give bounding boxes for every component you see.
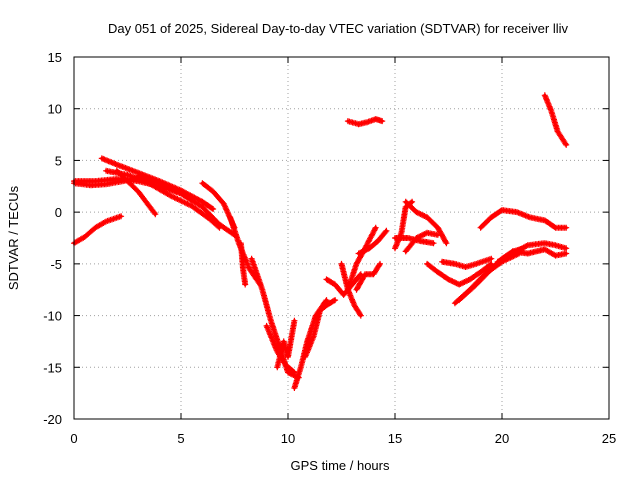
series-markers: [237, 240, 249, 288]
series-markers: [274, 317, 298, 371]
series-markers: [477, 207, 570, 231]
series-arc-5: [103, 167, 223, 231]
series-arc-31: [494, 240, 570, 265]
series-arc-11: [248, 255, 302, 381]
series-markers: [541, 92, 570, 148]
series-arc-26: [424, 260, 495, 288]
series-markers: [113, 167, 159, 218]
series-arc-19: [353, 260, 383, 293]
series-arc-30: [477, 207, 570, 231]
axis-ticks: 0 5 10 15 20 25 15 10 5 0 -5 -10 -15 -20: [43, 50, 616, 446]
y-tick-label: 0: [55, 205, 62, 220]
series-arc-15: [302, 297, 339, 360]
series-markers: [344, 116, 386, 128]
series-markers: [135, 172, 238, 238]
series-arc-32: [509, 246, 570, 259]
y-tick-label: 10: [48, 102, 62, 117]
y-axis-label: SDTVAR / TECUs: [6, 185, 21, 290]
y-tick-label: 5: [55, 153, 62, 168]
series-arc-7: [135, 172, 238, 238]
x-tick-label: 10: [281, 431, 295, 446]
series-markers: [402, 198, 450, 247]
data-series: [71, 92, 570, 391]
series-markers: [424, 260, 495, 288]
series-arc-10: [237, 240, 249, 288]
x-axis-label: GPS time / hours: [291, 458, 390, 473]
x-tick-label: 5: [177, 431, 184, 446]
y-tick-label: -20: [43, 412, 62, 427]
y-tick-label: -10: [43, 309, 62, 324]
series-markers: [248, 255, 302, 381]
y-tick-label: -5: [50, 257, 62, 272]
series-arc-21: [355, 227, 390, 257]
chart-title: Day 051 of 2025, Sidereal Day-to-day VTE…: [108, 21, 568, 36]
series-markers: [71, 213, 125, 247]
series-arc-27: [439, 255, 495, 270]
x-tick-label: 20: [495, 431, 509, 446]
series-markers: [355, 227, 390, 257]
series-markers: [494, 240, 570, 265]
series-arc-20: [344, 116, 386, 128]
series-arc-18: [344, 224, 379, 293]
series-arc-1: [71, 213, 125, 247]
series-markers: [509, 246, 570, 259]
series-markers: [302, 297, 339, 360]
series-arc-24: [402, 198, 450, 247]
y-tick-label: 15: [48, 50, 62, 65]
series-markers: [353, 260, 383, 293]
plot-frame: [73, 56, 610, 420]
series-arc-13: [274, 317, 298, 371]
y-tick-label: -15: [43, 360, 62, 375]
series-markers: [439, 255, 495, 270]
series-markers: [402, 229, 441, 255]
grid-lines: [74, 57, 609, 419]
x-tick-label: 0: [70, 431, 77, 446]
series-arc-25: [402, 229, 441, 255]
x-tick-label: 15: [388, 431, 402, 446]
series-arc-33: [541, 92, 570, 148]
x-tick-label: 25: [602, 431, 616, 446]
series-arc-6: [113, 167, 159, 218]
